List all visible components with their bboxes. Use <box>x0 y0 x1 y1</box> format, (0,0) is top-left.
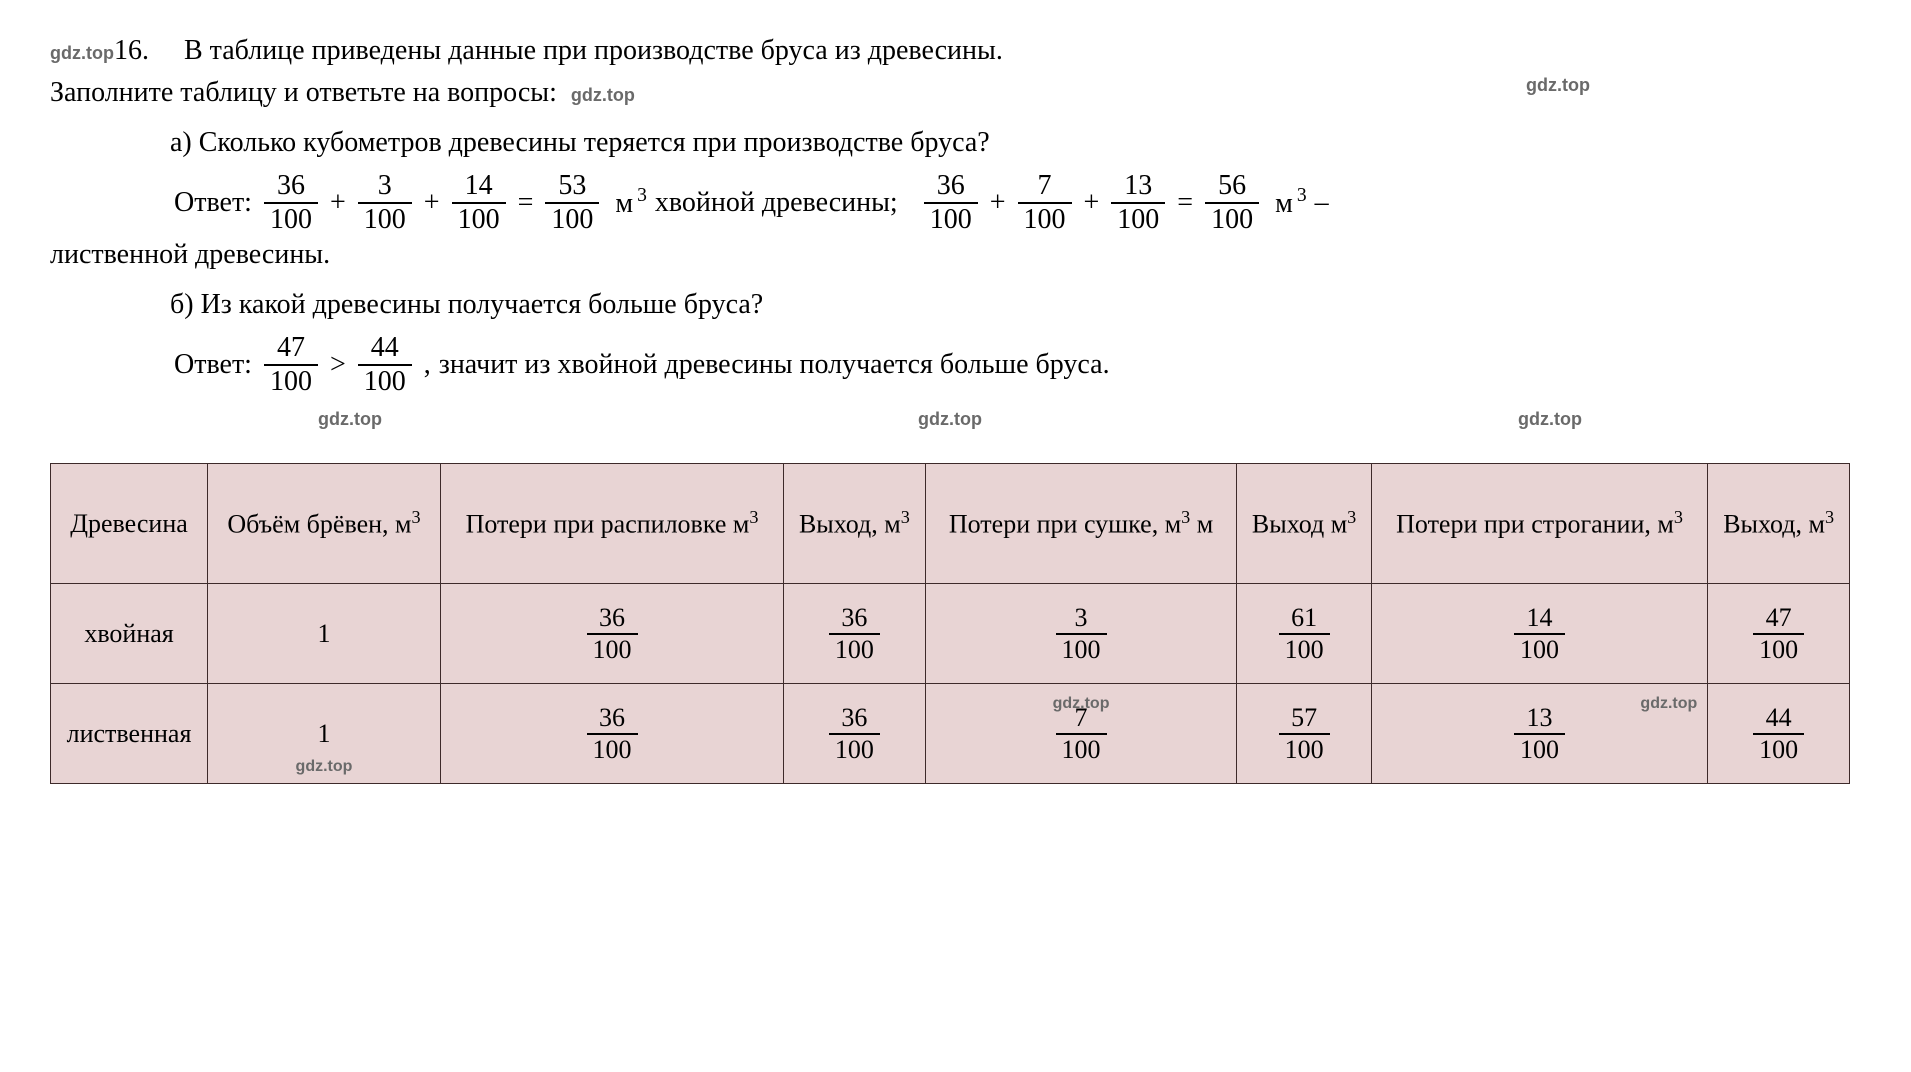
equals-sign: = <box>1177 182 1193 224</box>
data-cell: gdz.top 13 100 <box>1371 684 1708 784</box>
watermark: gdz.top <box>1640 692 1697 716</box>
fraction: 36 100 <box>829 605 880 663</box>
fraction: 36 100 <box>260 172 322 234</box>
unit: м3 <box>611 181 647 224</box>
problem-number: 16. <box>114 35 149 66</box>
question-b-text: б) Из какой древесины получается больше … <box>170 289 763 320</box>
trail-dash: – <box>1315 182 1329 224</box>
intro-paragraph: gdz.top16. В таблице приведены данные пр… <box>50 30 1850 114</box>
table-row: лиственная 1 gdz.top 36 100 36 100 gdz.t… <box>51 684 1850 784</box>
equals-sign: = <box>518 182 534 224</box>
fraction: 13 100 <box>1514 705 1565 763</box>
fraction: 36 100 <box>829 705 880 763</box>
data-cell: 61 100 <box>1237 584 1371 684</box>
fraction: 44 100 <box>354 334 416 396</box>
question-b: б) Из какой древесины получается больше … <box>50 284 1850 326</box>
desc-text: значит из хвойной древесины получается б… <box>439 344 1110 386</box>
fraction: 44 100 <box>1753 705 1804 763</box>
fraction: 14 100 <box>448 172 510 234</box>
question-a: а) Сколько кубометров древесины теряется… <box>50 122 1850 164</box>
header-cell: Потери при строгании, м3 <box>1371 464 1708 584</box>
data-cell: 47 100 <box>1708 584 1850 684</box>
fraction: 36 100 <box>920 172 982 234</box>
row-label-cell: хвойная <box>51 584 208 684</box>
fraction: 14 100 <box>1514 605 1565 663</box>
comma: , <box>424 344 431 386</box>
answer-label: Ответ: <box>174 182 252 224</box>
watermark: gdz.top <box>1526 72 1590 99</box>
header-cell: Древесина <box>51 464 208 584</box>
fraction: 61 100 <box>1279 605 1330 663</box>
intro-text-1: В таблице приведены данные при производс… <box>184 35 1003 66</box>
fraction: 47 100 <box>1753 605 1804 663</box>
answer-a-line1: Ответ: 36 100 + 3 100 + 14 100 = 53 100 … <box>50 172 1850 234</box>
header-cell: Объём брёвен, м3 <box>208 464 441 584</box>
unit: м3 <box>1271 181 1307 224</box>
data-cell: 36 100 <box>440 584 783 684</box>
watermark: gdz.top <box>1518 406 1582 433</box>
fraction: 36 100 <box>587 605 638 663</box>
header-cell: Выход, м3 <box>1708 464 1850 584</box>
header-cell: Выход, м3 <box>784 464 926 584</box>
watermark-row: gdz.top gdz.top gdz.top <box>50 396 1850 453</box>
plus-sign: + <box>1084 182 1100 224</box>
row-label-cell: лиственная <box>51 684 208 784</box>
document-content: gdz.top16. В таблице приведены данные пр… <box>50 30 1850 784</box>
header-cell: Потери при сушке, м3 м <box>925 464 1237 584</box>
compare-sign: > <box>330 344 346 386</box>
plus-sign: + <box>330 182 346 224</box>
data-cell: 36 100 <box>440 684 783 784</box>
desc-text: хвойной древесины; <box>655 182 898 224</box>
data-cell: gdz.top 7 100 <box>925 684 1237 784</box>
header-cell: Выход м3 <box>1237 464 1371 584</box>
data-cell: 44 100 <box>1708 684 1850 784</box>
table-row: хвойная 1 36 100 36 100 3 100 <box>51 584 1850 684</box>
data-table: Древесина Объём брёвен, м3 Потери при ра… <box>50 463 1850 784</box>
data-cell: 57 100 <box>1237 684 1371 784</box>
plus-sign: + <box>424 182 440 224</box>
data-cell: 1 <box>208 584 441 684</box>
answer-label: Ответ: <box>174 344 252 386</box>
fraction: 7 100 <box>1014 172 1076 234</box>
header-cell: Потери при распиловке м3 <box>440 464 783 584</box>
fraction: 3 100 <box>354 172 416 234</box>
data-cell: 36 100 <box>784 684 926 784</box>
answer-a-tail-text: лиственной древесины. <box>50 239 330 270</box>
watermark: gdz.top <box>918 406 982 433</box>
fraction: 53 100 <box>541 172 603 234</box>
data-cell: 36 100 <box>784 584 926 684</box>
table-header-row: Древесина Объём брёвен, м3 Потери при ра… <box>51 464 1850 584</box>
answer-b: Ответ: 47 100 > 44 100 , значит из хвойн… <box>50 334 1850 396</box>
question-a-text: а) Сколько кубометров древесины теряется… <box>170 127 990 158</box>
fraction: 13 100 <box>1107 172 1169 234</box>
fraction: 56 100 <box>1201 172 1263 234</box>
fraction: 3 100 <box>1056 605 1107 663</box>
watermark: gdz.top <box>50 43 114 63</box>
fraction: 36 100 <box>587 705 638 763</box>
data-cell: 1 gdz.top <box>208 684 441 784</box>
watermark: gdz.top <box>571 85 635 105</box>
data-cell: 14 100 <box>1371 584 1708 684</box>
plus-sign: + <box>990 182 1006 224</box>
watermark: gdz.top <box>318 406 382 433</box>
data-cell: 3 100 <box>925 584 1237 684</box>
intro-text-2: Заполните таблицу и ответьте на вопросы: <box>50 77 557 108</box>
fraction: 57 100 <box>1279 705 1330 763</box>
watermark: gdz.top <box>1053 692 1110 716</box>
watermark: gdz.top <box>296 755 353 779</box>
answer-a-tail: лиственной древесины. <box>50 234 1850 276</box>
fraction: 47 100 <box>260 334 322 396</box>
